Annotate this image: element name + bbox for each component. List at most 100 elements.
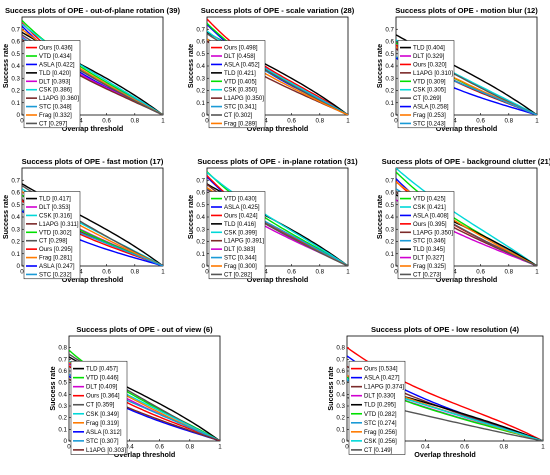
- legend-series-auc: 0.436: [56, 45, 72, 52]
- legend-entry: TLD [0.417]: [39, 196, 71, 203]
- legend-entry: STC [0.344]: [224, 255, 257, 262]
- legend-entry: CT [0.282]: [224, 271, 253, 278]
- x-tick-label: 0: [20, 118, 24, 125]
- y-tick-label: 0.5: [385, 202, 394, 209]
- legend-series-auc: 0.310: [436, 70, 452, 77]
- legend-series-auc: 0.399: [240, 229, 256, 236]
- y-axis-label: Success rate: [48, 366, 57, 410]
- y-tick-label: 0.3: [58, 403, 67, 410]
- x-axis-label: Overlap threshold: [436, 275, 498, 284]
- legend-entry: ASLA [0.425]: [224, 204, 260, 211]
- x-tick-label: 0.6: [102, 118, 111, 125]
- legend-box: [208, 191, 266, 280]
- y-tick-label: 0: [202, 263, 206, 270]
- legend-entry: CSK [0.349]: [86, 411, 119, 418]
- legend-series-auc: 0.319: [102, 420, 118, 427]
- legend-entry: Ours [0.436]: [39, 45, 73, 52]
- y-tick-label: 0.1: [11, 100, 20, 107]
- legend-series-auc: 0.498: [241, 45, 257, 52]
- legend-series-auc: 0.359: [97, 402, 113, 409]
- legend-box: [348, 360, 406, 455]
- legend-series-name: Ours: [39, 246, 52, 253]
- legend-series-auc: 0.256: [380, 438, 396, 445]
- legend-entry: VTD [0.430]: [224, 196, 257, 203]
- legend-entry: TLD [0.345]: [413, 246, 445, 253]
- legend-series-auc: 0.416: [239, 221, 255, 228]
- legend-entry: TLD [0.404]: [413, 45, 445, 52]
- legend-series-name: STC: [224, 104, 237, 111]
- y-tick-label: 0.2: [11, 239, 20, 246]
- legend-series-auc: 0.349: [102, 411, 118, 418]
- legend-entry: VTD [0.309]: [413, 78, 446, 85]
- legend-series-auc: 0.325: [429, 263, 445, 270]
- y-tick-label: 0.3: [11, 75, 20, 82]
- legend-entry: Ours [0.424]: [224, 212, 258, 219]
- legend-box: [23, 40, 81, 129]
- legend-entry: Ours [0.534]: [364, 366, 398, 373]
- legend-series-auc: 0.408: [432, 212, 448, 219]
- legend-entry: STC [0.348]: [39, 104, 72, 111]
- y-tick-label: 0.2: [336, 415, 345, 422]
- chart-title: Success plots of OPE - motion blur (12): [395, 6, 538, 15]
- legend-entry: Frag [0.253]: [413, 112, 446, 119]
- x-tick-label: 0.8: [315, 269, 324, 276]
- y-tick-label: 0.3: [385, 75, 394, 82]
- legend-entry: CSK [0.386]: [39, 87, 72, 94]
- legend-series-auc: 0.424: [241, 212, 257, 219]
- legend-entry: L1APG [0.350]: [413, 229, 453, 236]
- legend-entry: STC [0.274]: [364, 420, 397, 427]
- legend-series-name: STC: [39, 271, 52, 278]
- legend-series-name: Frag: [39, 255, 52, 262]
- legend-series-name: L1APG: [39, 221, 59, 228]
- legend-series-auc: 0.425: [243, 204, 259, 211]
- legend-series-name: CSK: [39, 212, 52, 219]
- legend-series-auc: 0.425: [429, 196, 445, 203]
- legend-entry: L1APG [0.311]: [39, 221, 79, 228]
- y-tick-label: 0.2: [385, 88, 394, 95]
- legend-series-name: L1APG: [224, 238, 244, 245]
- x-axis-label: Overlap threshold: [247, 275, 309, 284]
- legend-series-name: TLD: [364, 402, 376, 409]
- chart-panel: Success plots of OPE - scale variation (…: [186, 6, 355, 133]
- y-tick-label: 0.5: [336, 380, 345, 387]
- chart-panel: Success plots of OPE - in-plane rotation…: [186, 157, 358, 284]
- legend-series-name: TLD: [413, 45, 425, 52]
- legend-series-auc: 0.282: [235, 271, 251, 278]
- y-tick-label: 0.4: [196, 214, 205, 221]
- legend-series-auc: 0.364: [103, 393, 119, 400]
- legend-series-name: Frag: [413, 263, 426, 270]
- chart-title: Success plots of OPE - background clutte…: [382, 157, 550, 166]
- legend-entry: STC [0.232]: [39, 271, 72, 278]
- legend-series-name: ASLA: [224, 204, 241, 211]
- y-tick-label: 0.1: [196, 251, 205, 258]
- y-tick-label: 0.7: [58, 356, 67, 363]
- y-tick-label: 0: [202, 112, 206, 119]
- legend-series-name: DLT: [39, 78, 50, 85]
- legend-entry: TLD [0.295]: [364, 402, 396, 409]
- y-axis-label: Success rate: [375, 195, 384, 239]
- legend-series-name: VTD: [86, 375, 99, 382]
- legend-series-name: ASLA: [86, 429, 103, 436]
- x-tick-label: 0.6: [102, 269, 111, 276]
- legend-series-auc: 0.386: [55, 87, 71, 94]
- legend-entry: L1APG [0.391]: [224, 238, 264, 245]
- x-tick-label: 0.4: [421, 444, 430, 451]
- legend-series-name: L1APG: [413, 229, 433, 236]
- legend-series-auc: 0.289: [240, 120, 256, 127]
- y-tick-label: 0: [17, 263, 21, 270]
- x-tick-label: 0: [205, 269, 209, 276]
- legend-series-name: CSK: [39, 87, 52, 94]
- x-tick-label: 0.6: [287, 269, 296, 276]
- legend-entry: CSK [0.421]: [413, 204, 446, 211]
- x-tick-label: 1: [535, 269, 539, 276]
- legend-series-auc: 0.312: [105, 429, 121, 436]
- legend-series-name: DLT: [364, 393, 375, 400]
- legend-series-auc: 0.302: [235, 112, 251, 119]
- legend-entry: DLT [0.409]: [86, 384, 118, 391]
- legend-entry: VTD [0.425]: [413, 196, 446, 203]
- y-tick-label: 0.2: [196, 239, 205, 246]
- legend-series-auc: 0.350: [436, 229, 452, 236]
- y-tick-label: 0.7: [11, 177, 20, 184]
- legend-series-auc: 0.421: [239, 70, 255, 77]
- legend-series-name: CT: [224, 112, 232, 119]
